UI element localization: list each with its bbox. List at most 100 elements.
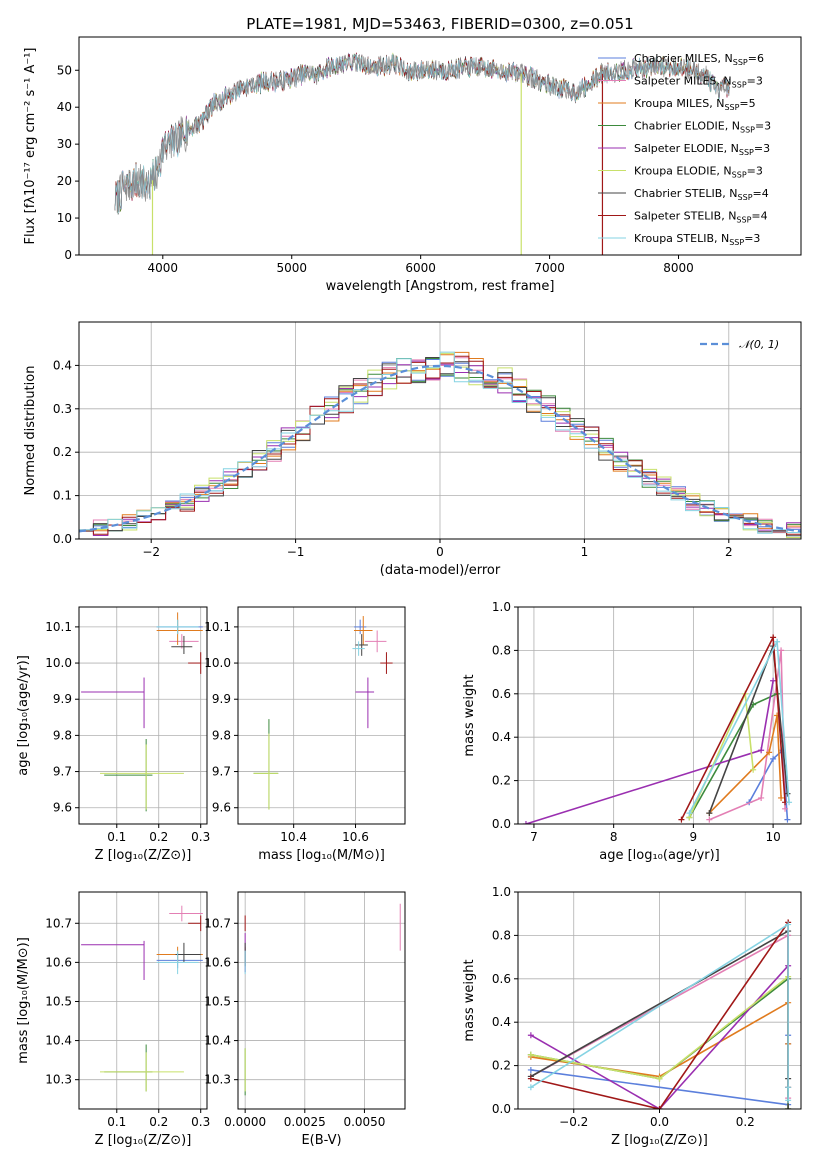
y-tick-label: 10.4 — [45, 1034, 72, 1048]
axes-frame — [237, 891, 406, 1110]
x-tick-label: 1 — [581, 545, 589, 559]
y-tick-label: 0.0 — [492, 817, 511, 831]
legend-label: Kroupa ELODIE, NSSP=3 — [634, 165, 763, 180]
weight-line — [708, 715, 782, 814]
gaussian-reference — [79, 364, 801, 533]
y-tick-label: 0.4 — [492, 1015, 511, 1029]
y-tick-label: 0.4 — [53, 358, 72, 372]
chart-weight-Z: −0.2 0.0 0.2 0.0 0.2 0.4 0.6 0.8 1.0 Z [log₁₀(Z/Z… — [462, 885, 802, 1148]
y-axis-label: Flux [fλ10⁻¹⁷ erg cm⁻² s⁻¹ A⁻¹] — [23, 48, 38, 245]
x-tick-label: 0.0 — [650, 1115, 669, 1129]
axes-frame — [517, 891, 802, 1110]
y-tick-label: 10.3 — [204, 1073, 231, 1087]
weight-marker — [527, 1084, 534, 1091]
x-axis-label: wavelength [Angstrom, rest frame] — [326, 279, 555, 294]
legend-subscript: SSP — [729, 238, 744, 247]
y-tick-label: 0.1 — [53, 489, 72, 503]
weight-marker — [678, 816, 685, 823]
y-tick-label: 9.7 — [53, 765, 72, 779]
y-tick-label: 9.8 — [53, 728, 72, 742]
chart-spectrum: 4000 5000 6000 7000 8000 0 10 20 30 40 50 wavelengt… — [23, 15, 802, 294]
y-tick-label: 10.5 — [45, 994, 72, 1008]
y-tick-label: 9.6 — [53, 801, 72, 815]
plot-area — [244, 903, 401, 1096]
legend-subscript: SSP — [738, 193, 753, 202]
error-bar-point — [171, 635, 193, 655]
gridlines — [79, 607, 207, 824]
axes-frame — [78, 606, 208, 825]
error-bar-point — [355, 677, 375, 729]
legend-subscript: SSP — [736, 216, 751, 225]
error-bar-point — [253, 733, 279, 810]
plot-area — [522, 634, 793, 824]
legend-label: Salpeter STELIB, NSSP=4 — [634, 210, 768, 225]
y-tick-label: 9.7 — [212, 765, 231, 779]
weight-marker — [527, 1032, 534, 1039]
y-tick-label: 40 — [57, 100, 72, 114]
gridlines — [238, 892, 405, 1109]
legend-nssp: =6 — [748, 52, 764, 65]
error-bar-point — [156, 950, 199, 975]
weight-marker — [770, 677, 777, 684]
y-tick-label: 1.0 — [492, 885, 511, 899]
error-bar-point — [188, 652, 202, 674]
error-bar-point — [353, 616, 373, 645]
legend-nssp: =3 — [744, 232, 760, 245]
x-tick-label: 8000 — [663, 261, 694, 275]
weight-line — [688, 693, 778, 818]
plot-area — [81, 612, 203, 812]
y-axis-label: mass [log₁₀(M/M⊙)] — [16, 937, 31, 1064]
error-bar-point — [253, 719, 279, 810]
x-tick-label: 8 — [610, 830, 618, 844]
legend-label: Chabrier MILES, NSSP=6 — [634, 52, 764, 67]
error-bar-point — [355, 634, 368, 656]
y-tick-label: 10.6 — [204, 955, 231, 969]
legend-label: Kroupa STELIB, NSSP=3 — [634, 232, 760, 247]
x-tick-label: 0.2 — [149, 1115, 168, 1129]
y-tick-label: 20 — [57, 174, 72, 188]
y-tick-label: 9.9 — [53, 692, 72, 706]
y-tick-label: 10.0 — [204, 656, 231, 670]
x-tick-label: −1 — [287, 545, 305, 559]
x-axis-label: Z [log₁₀(Z/Z⊙)] — [95, 848, 192, 863]
histogram-step — [79, 355, 801, 535]
weight-marker — [527, 1075, 534, 1082]
weight-marker — [706, 810, 713, 817]
chart-age-mass: 10.4 10.6 9.6 9.7 9.8 9.9 10.0 10.1 mass [log₁₀(… — [204, 606, 406, 863]
weight-marker — [785, 921, 792, 928]
weight-marker — [656, 1075, 663, 1082]
weight-marker — [766, 749, 773, 756]
error-bar-point — [169, 905, 203, 922]
error-bar-point — [104, 1044, 153, 1092]
legend-model: Chabrier MILES, N — [634, 52, 733, 65]
weight-marker — [770, 634, 777, 641]
axes-frame — [78, 321, 802, 540]
legend-label: Kroupa MILES, NSSP=5 — [634, 97, 756, 112]
x-tick-label: 10.4 — [280, 830, 307, 844]
legend-nssp: =3 — [755, 120, 771, 133]
y-tick-label: 0.8 — [492, 643, 511, 657]
weight-marker — [785, 1084, 792, 1091]
y-tick-label: 10.3 — [45, 1073, 72, 1087]
weight-line — [530, 923, 789, 1101]
y-tick-label: 9.8 — [212, 728, 231, 742]
y-tick-label: 1.0 — [492, 600, 511, 614]
x-tick-label: 6000 — [405, 261, 436, 275]
x-axis-label: Z [log₁₀(Z/Z⊙)] — [95, 1133, 192, 1148]
chart-mass-EBV: 0.0000 0.0025 0.0050 10.3 10.4 10.5 10.6 10.7 E(… — [204, 891, 406, 1148]
legend-nssp: =5 — [739, 97, 755, 110]
x-tick-label: 9 — [690, 830, 698, 844]
x-tick-label: −2 — [142, 545, 160, 559]
legend-model: Kroupa ELODIE, N — [634, 165, 732, 178]
y-tick-label: 10.7 — [45, 916, 72, 930]
weight-marker — [758, 747, 765, 754]
weight-marker — [785, 1106, 792, 1109]
y-tick-label: 0.6 — [492, 972, 511, 986]
y-tick-label: 10.7 — [204, 916, 231, 930]
legend-model: Salpeter STELIB, N — [634, 210, 736, 223]
x-tick-label: 0.0000 — [224, 1115, 266, 1129]
y-axis-label: mass weight — [462, 959, 477, 1041]
x-axis-label: mass [log₁₀(M/M⊙)] — [258, 848, 385, 863]
legend-model: Chabrier ELODIE, N — [634, 120, 740, 133]
